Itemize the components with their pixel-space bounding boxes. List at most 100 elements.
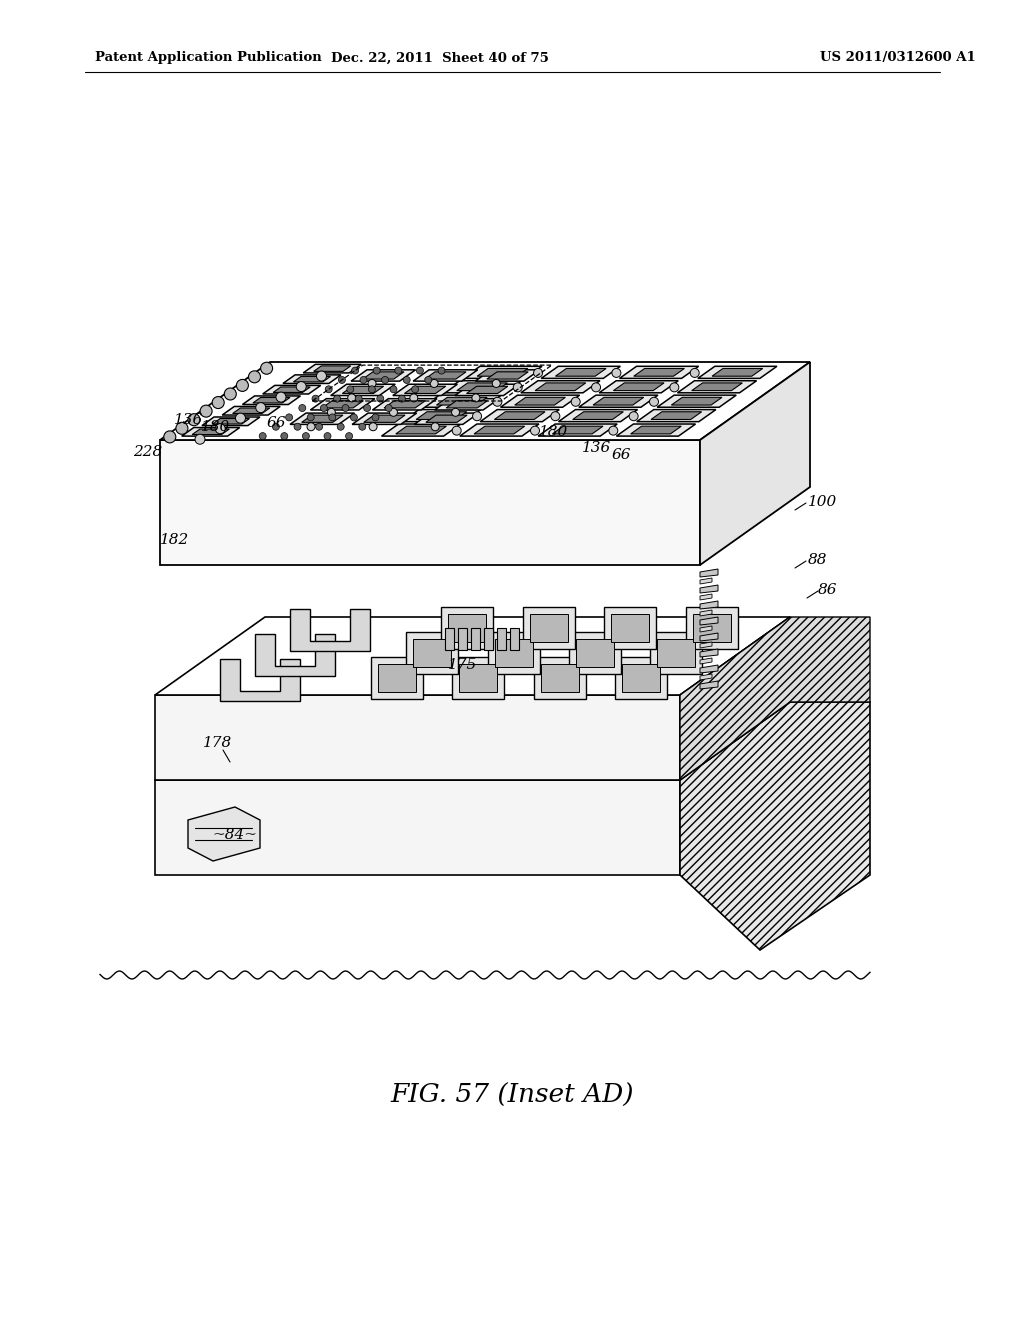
Polygon shape (352, 413, 417, 425)
Polygon shape (404, 387, 445, 393)
Polygon shape (515, 397, 565, 405)
Polygon shape (486, 372, 528, 379)
Polygon shape (416, 412, 467, 420)
Circle shape (364, 404, 371, 412)
Circle shape (369, 422, 377, 430)
Polygon shape (569, 632, 621, 675)
Polygon shape (384, 401, 425, 408)
Polygon shape (362, 372, 404, 379)
Circle shape (307, 414, 314, 421)
Polygon shape (395, 426, 446, 434)
Circle shape (629, 412, 638, 421)
Text: FIG. 57 (Inset AD): FIG. 57 (Inset AD) (390, 1082, 634, 1107)
Polygon shape (331, 384, 395, 396)
Polygon shape (700, 649, 718, 657)
Circle shape (329, 414, 336, 421)
Circle shape (294, 424, 301, 430)
Polygon shape (373, 399, 437, 411)
Circle shape (403, 376, 411, 383)
Circle shape (224, 388, 237, 400)
Polygon shape (202, 417, 260, 425)
Circle shape (176, 422, 187, 434)
Circle shape (328, 408, 335, 416)
Circle shape (324, 433, 331, 440)
Polygon shape (445, 628, 454, 649)
Circle shape (315, 424, 323, 430)
Polygon shape (616, 424, 695, 436)
Polygon shape (253, 397, 290, 403)
Polygon shape (501, 395, 580, 408)
Polygon shape (313, 366, 351, 371)
Polygon shape (442, 380, 521, 393)
Circle shape (493, 379, 501, 388)
Circle shape (690, 368, 699, 378)
Circle shape (347, 385, 354, 393)
Polygon shape (521, 380, 600, 393)
Circle shape (200, 405, 212, 417)
Text: 180: 180 (540, 425, 568, 440)
Polygon shape (620, 366, 698, 379)
Polygon shape (290, 413, 354, 425)
Polygon shape (290, 610, 371, 651)
Text: Dec. 22, 2011  Sheet 40 of 75: Dec. 22, 2011 Sheet 40 of 75 (331, 51, 549, 65)
Polygon shape (222, 407, 281, 414)
Polygon shape (378, 664, 416, 692)
Polygon shape (657, 395, 736, 408)
Circle shape (348, 393, 355, 401)
Circle shape (649, 397, 658, 407)
Polygon shape (631, 426, 681, 434)
Circle shape (410, 393, 418, 401)
Circle shape (390, 385, 397, 393)
Circle shape (164, 430, 176, 444)
Polygon shape (700, 642, 712, 648)
Circle shape (256, 403, 266, 413)
Polygon shape (495, 412, 545, 420)
Polygon shape (193, 429, 229, 434)
Circle shape (571, 397, 581, 407)
Polygon shape (371, 657, 423, 698)
Polygon shape (552, 426, 603, 434)
Polygon shape (593, 397, 644, 405)
Circle shape (453, 426, 461, 436)
Circle shape (355, 395, 362, 403)
Text: 100: 100 (808, 495, 838, 510)
Polygon shape (441, 607, 494, 649)
Circle shape (296, 381, 306, 392)
Polygon shape (712, 368, 763, 376)
Polygon shape (303, 364, 361, 374)
Circle shape (513, 383, 522, 392)
Circle shape (373, 367, 380, 374)
Circle shape (321, 404, 328, 412)
Polygon shape (364, 414, 406, 422)
Polygon shape (475, 370, 540, 381)
Polygon shape (460, 664, 498, 692)
Polygon shape (700, 657, 712, 664)
Polygon shape (474, 426, 524, 434)
Polygon shape (680, 702, 790, 875)
Polygon shape (651, 412, 701, 420)
Polygon shape (425, 372, 466, 379)
Circle shape (551, 412, 560, 421)
Circle shape (236, 413, 246, 424)
Text: 182: 182 (161, 533, 189, 546)
Text: 175: 175 (449, 657, 477, 672)
Polygon shape (634, 368, 684, 376)
Polygon shape (542, 366, 621, 379)
Circle shape (358, 424, 366, 430)
Circle shape (351, 367, 358, 374)
Circle shape (534, 368, 543, 378)
Circle shape (472, 412, 481, 421)
Polygon shape (413, 370, 478, 381)
Circle shape (188, 413, 200, 426)
Polygon shape (650, 632, 702, 675)
Polygon shape (449, 614, 486, 642)
Circle shape (345, 433, 352, 440)
Polygon shape (155, 616, 790, 696)
Polygon shape (700, 616, 718, 624)
Circle shape (382, 376, 388, 383)
Circle shape (360, 376, 367, 383)
Polygon shape (453, 657, 505, 698)
Circle shape (237, 379, 249, 392)
Circle shape (372, 414, 379, 421)
Circle shape (670, 383, 679, 392)
